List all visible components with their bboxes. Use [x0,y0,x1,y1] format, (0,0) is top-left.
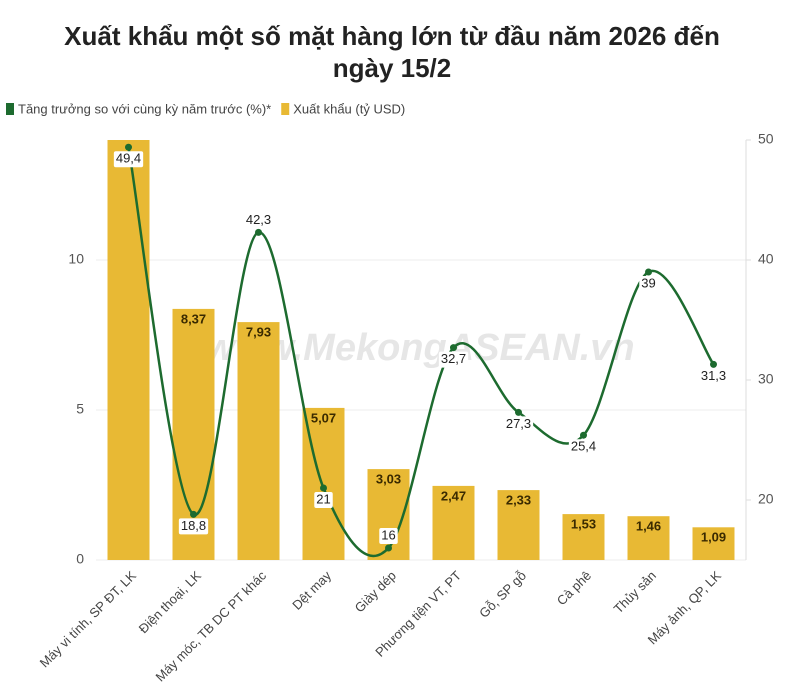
x-tick-label: Gỗ, SP gỗ [476,568,529,621]
point-value-label: 49,4 [116,151,141,166]
bar-value-label: 1,46 [636,519,661,534]
y-tick-label: 5 [76,401,84,417]
x-tick-label: Dệt may [289,568,334,613]
bar-value-label: 1,53 [571,517,596,532]
point-label-bg [438,351,469,368]
y2-tick-label: 30 [758,371,774,387]
point-label-bg [113,151,144,168]
point-label-group: 42,3 [243,212,274,229]
x-tick-label: Máy vi tính, SP ĐT, LK [37,568,140,671]
point-label-group: 25,4 [568,439,599,456]
line-point [385,544,392,552]
bar [107,140,150,560]
chart-title: Xuất khẩu một số mặt hàng lớn từ đầu năm… [64,21,720,83]
line-point [255,228,262,236]
line [127,146,715,558]
point-label-group: 18,8 [178,518,209,535]
legend-swatch [281,103,290,115]
line-point [450,344,457,352]
bar [497,490,540,560]
point-label-bg [568,439,599,456]
bar-value-label: 5,07 [311,410,336,425]
point-label-bg [243,212,274,229]
point-value-label: 27,3 [506,416,531,431]
point-label-group: 49,4 [113,151,144,168]
y-tick-label: 10 [68,251,84,267]
x-tick-label: Máy móc, TB DC PT khác [153,568,270,685]
line-point [515,408,522,416]
bar-value-label: 2,33 [506,493,531,508]
line-point [320,484,327,492]
line-point [125,143,132,151]
y2-tick-label: 20 [758,491,774,507]
line-point [190,510,197,518]
point-label-bg [314,492,333,508]
bar [627,516,670,560]
legend-label: Tăng trưởng so với cùng kỳ năm trước (%)… [18,101,271,116]
point-label-group: 16 [379,527,398,544]
bar [432,485,475,560]
line-point [580,431,587,439]
line-point [645,268,652,276]
bar [172,308,215,560]
y2-tick-label: 40 [758,251,774,267]
point-label-bg [698,368,729,385]
point-label-group: 21 [314,491,333,508]
point-label-group: 31,3 [698,368,729,385]
legend-swatch [6,103,14,115]
point-label-bg [503,416,534,433]
point-label-group: 39 [639,275,658,292]
bar [237,322,280,560]
point-label-bg [639,276,658,292]
x-tick-label: Cà phê [554,568,594,608]
point-value-label: 32,7 [441,351,466,366]
line-point [710,360,717,368]
x-tick-label: Thủy sản [611,568,659,616]
bar [692,527,735,560]
y-tick-label: 0 [76,551,84,567]
bar-value-label: 8,37 [181,311,206,326]
point-value-label: 25,4 [571,439,596,454]
y2-tick-label: 50 [758,131,774,147]
point-value-label: 31,3 [701,368,726,383]
point-value-label: 21 [316,491,330,506]
point-label-bg [178,518,209,535]
x-tick-label: Điện thoại, LK [136,568,205,637]
bar [562,514,605,560]
point-value-label: 16 [381,527,395,542]
legend-label: Xuất khẩu (tỷ USD) [293,101,405,116]
x-tick-label: Giày dép [352,568,399,615]
bar-value-label: 1,09 [701,530,726,545]
point-label-group: 27,3 [503,416,534,433]
point-label-group: 32,7 [438,351,469,368]
point-label-bg [379,528,398,544]
bar-value-label: 2,47 [441,488,466,503]
point-value-label: 18,8 [181,518,206,533]
bar-value-label: 7,93 [246,325,271,340]
bar-value-label: 3,03 [376,472,401,487]
point-value-label: 39 [641,275,655,290]
point-value-label: 42,3 [246,212,271,227]
